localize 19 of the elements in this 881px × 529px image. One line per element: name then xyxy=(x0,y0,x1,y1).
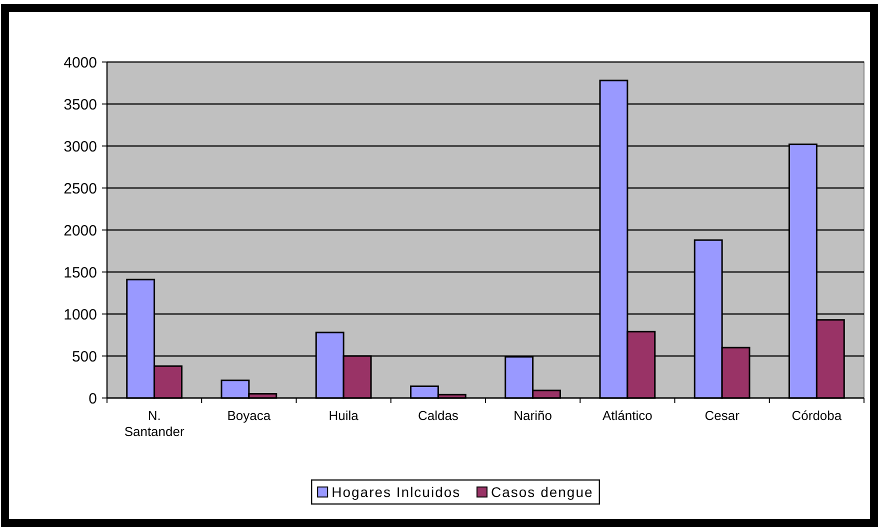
x-tick-label: Atlántico xyxy=(602,408,652,423)
x-tick-label: Huila xyxy=(328,408,360,423)
y-tick-label: 3000 xyxy=(64,138,97,156)
y-tick-label: 2500 xyxy=(64,180,97,198)
y-tick-label: 2000 xyxy=(64,222,97,240)
legend-label: Casos dengue xyxy=(491,484,594,500)
y-tick-label: 4000 xyxy=(64,54,97,72)
y-tick-label: 3500 xyxy=(64,96,97,114)
x-tick-label: Nariño xyxy=(514,408,552,423)
x-tick-label: Caldas xyxy=(418,408,459,423)
x-tick-label: Cesar xyxy=(704,408,740,423)
x-tick-label: Boyaca xyxy=(227,408,272,423)
y-tick-label: 0 xyxy=(88,390,97,408)
x-tick-label: Córdoba xyxy=(792,408,842,423)
y-tick-label: 500 xyxy=(72,348,97,366)
x-tick-label: N. Santander xyxy=(124,408,185,439)
y-tick-label: 1000 xyxy=(64,306,97,324)
legend-label: Hogares Inlcuidos xyxy=(332,484,461,500)
y-tick-label: 1500 xyxy=(64,264,97,282)
